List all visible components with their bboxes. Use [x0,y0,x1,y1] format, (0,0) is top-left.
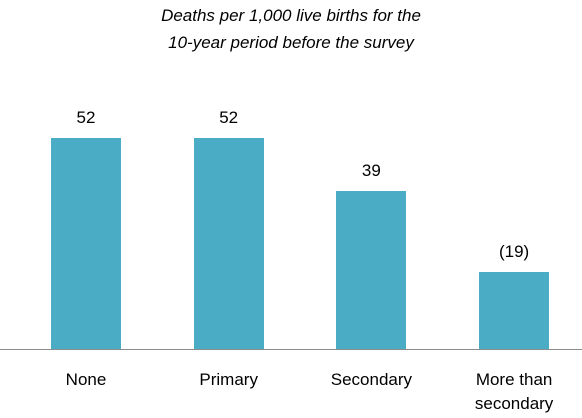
x-tick-label: Primary [199,370,258,389]
value-label: 39 [361,160,381,180]
bar [51,137,121,349]
bar [336,190,407,349]
x-tick-label: Secondary [330,370,413,389]
chart-title: Deaths per 1,000 live births for the [161,6,421,25]
value-label: (19) [498,241,530,261]
bar [193,137,264,349]
x-tick-label: None [65,370,107,389]
value-label: 52 [219,107,239,127]
x-tick-label: More than secondary [474,370,554,413]
chart-title: 10-year period before the survey [168,33,414,52]
bar [479,271,550,349]
value-label: 52 [76,107,96,127]
baseline [0,349,582,350]
